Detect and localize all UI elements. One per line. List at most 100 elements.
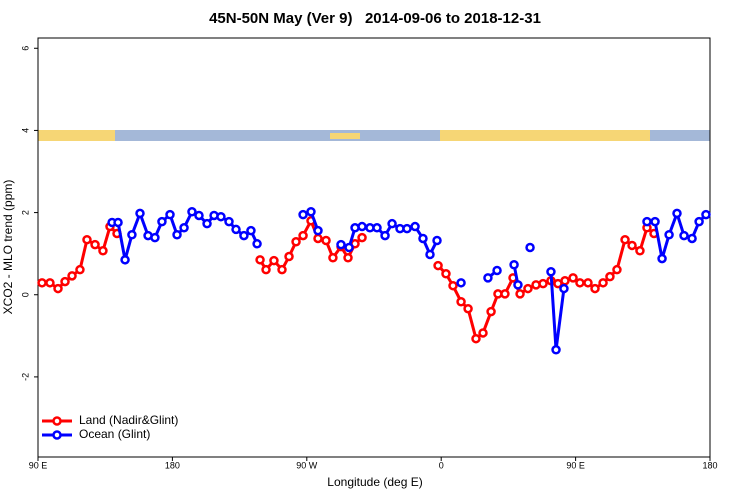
data-point <box>336 239 346 250</box>
data-point <box>165 209 175 220</box>
data-point <box>98 246 108 256</box>
x-tick-label: 180 <box>702 460 717 470</box>
data-point <box>513 280 523 290</box>
legend-marker <box>52 430 62 440</box>
x-axis-label: Longitude (deg E) <box>327 475 422 489</box>
y-tick-label: 6 <box>20 46 30 51</box>
data-point <box>525 242 535 253</box>
land-strip <box>440 130 650 141</box>
x-tick-label: 0 <box>439 460 444 470</box>
data-point <box>448 280 458 291</box>
data-point <box>456 296 466 307</box>
data-point <box>478 328 488 338</box>
data-point <box>306 207 316 217</box>
data-point <box>635 246 645 256</box>
data-point <box>179 223 189 233</box>
data-point <box>441 269 451 279</box>
data-point <box>135 208 145 219</box>
data-point <box>75 264 85 275</box>
data-point <box>261 264 271 275</box>
y-tick-label: 4 <box>20 128 30 133</box>
data-point <box>239 230 249 241</box>
data-point <box>277 264 287 275</box>
y-tick-label: -2 <box>20 373 30 381</box>
data-point <box>224 216 234 227</box>
data-point <box>216 211 226 222</box>
y-tick-label: 2 <box>20 210 30 215</box>
data-point <box>605 271 615 282</box>
data-point <box>657 253 667 264</box>
x-tick-label: 90 E <box>566 460 585 470</box>
data-point <box>523 283 533 294</box>
data-point <box>387 218 397 229</box>
data-point <box>620 234 630 245</box>
x-tick-label: 90 E <box>29 460 48 470</box>
data-point <box>642 216 652 227</box>
land-strip <box>330 133 360 139</box>
data-point <box>82 234 92 245</box>
ocean-strip <box>38 130 710 141</box>
data-point <box>471 333 481 344</box>
data-point <box>515 289 525 299</box>
data-point <box>343 253 353 263</box>
plot-frame <box>37 37 711 458</box>
data-point <box>67 271 77 281</box>
data-point <box>433 260 443 271</box>
data-point <box>53 283 63 294</box>
data-point <box>687 233 697 244</box>
y-axis-label: XCO2 - MLO trend (ppm) <box>1 180 15 315</box>
data-point <box>313 233 323 244</box>
data-point <box>113 217 123 228</box>
data-point <box>612 264 622 275</box>
data-point <box>291 236 301 247</box>
data-point <box>60 276 70 287</box>
data-point <box>650 216 660 227</box>
data-point <box>357 221 367 232</box>
data-point <box>568 273 578 283</box>
data-point <box>679 230 689 241</box>
data-point <box>456 278 466 288</box>
data-point <box>328 253 338 263</box>
data-point <box>598 278 608 288</box>
data-point <box>231 224 241 235</box>
data-point <box>500 289 510 299</box>
data-point <box>483 273 493 283</box>
data-point <box>150 232 160 243</box>
legend-label: Land (Nadir&Glint) <box>79 413 178 427</box>
data-point <box>380 230 390 241</box>
chart-title: 45N-50N May (Ver 9) 2014-09-06 to 2018-1… <box>209 10 541 27</box>
data-point <box>492 265 502 276</box>
data-point <box>344 242 354 253</box>
data-point <box>313 225 323 236</box>
x-tick-label: 90 W <box>296 460 318 470</box>
data-point <box>559 283 569 294</box>
data-point <box>694 216 704 227</box>
data-point <box>357 232 367 243</box>
y-tick-label: 0 <box>20 292 30 297</box>
data-point <box>120 255 130 265</box>
data-point <box>664 230 674 240</box>
data-point <box>187 207 197 217</box>
data-point <box>425 249 435 260</box>
data-point <box>575 278 585 288</box>
data-point <box>509 260 519 270</box>
data-point <box>463 303 473 314</box>
data-point <box>255 255 265 265</box>
data-point <box>583 278 593 288</box>
data-point <box>372 223 382 233</box>
data-point <box>37 278 47 288</box>
x-tick-label: 180 <box>165 460 180 470</box>
data-point <box>252 239 262 249</box>
data-point <box>172 230 182 240</box>
data-point <box>672 208 682 219</box>
data-point <box>590 283 600 294</box>
data-point <box>127 230 137 240</box>
data-point <box>246 225 256 236</box>
data-point <box>560 276 570 286</box>
data-point <box>90 239 100 250</box>
data-point <box>546 266 556 277</box>
land-ocean-strip <box>38 130 710 141</box>
data-point <box>551 345 561 355</box>
data-point <box>194 210 204 221</box>
